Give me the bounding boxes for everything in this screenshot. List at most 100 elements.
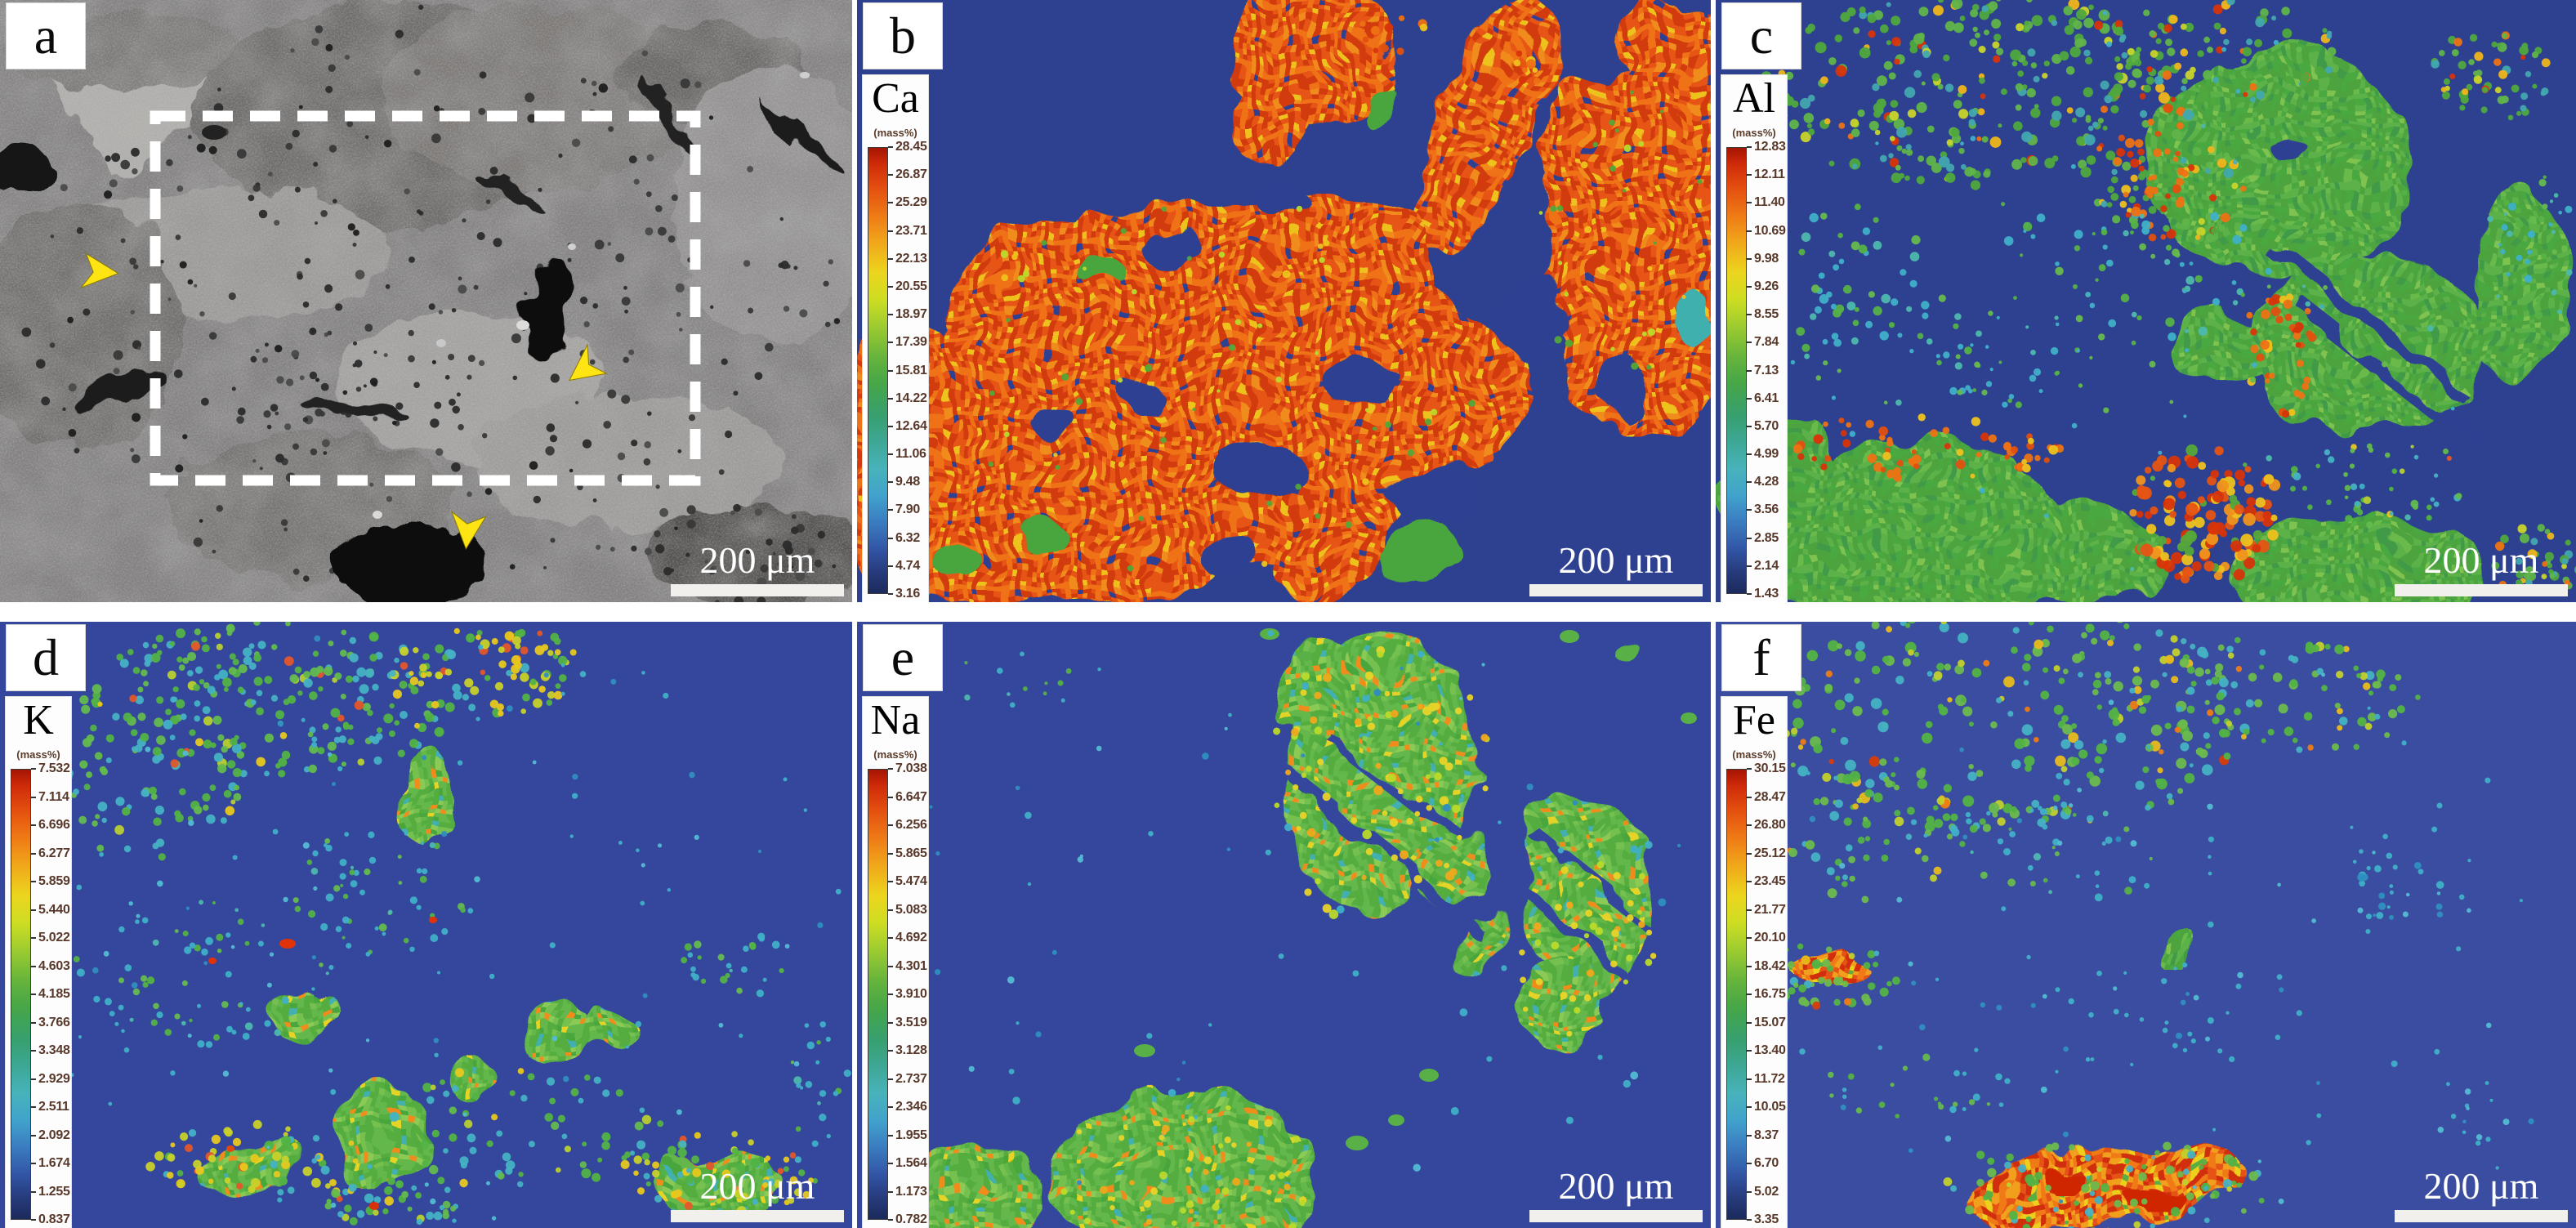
tick-label: 7.90: [895, 502, 920, 517]
scale-bar-label: 200 μm: [1558, 539, 1674, 581]
tick-mark: [1747, 1050, 1752, 1052]
tick-mark: [888, 230, 893, 232]
tick-label: 4.99: [1754, 447, 1779, 462]
tick-mark: [1747, 257, 1752, 260]
tick-label: 7.13: [1754, 363, 1779, 377]
scale-bar: 200 μm: [671, 1168, 844, 1222]
tick-label: 11.40: [1754, 195, 1785, 210]
yellow-arrow-marker: [79, 252, 119, 289]
colorbar-tick: 20.55: [888, 279, 928, 294]
tick-mark: [888, 537, 893, 539]
colorbar-ticks: 7.532 7.114 6.696 6.277 5.859 5.440: [31, 761, 71, 1227]
colorbar-tick: 7.84: [1747, 335, 1787, 350]
tick-label: 3.35: [1754, 1212, 1779, 1226]
colorbar-tick: 10.05: [1747, 1100, 1787, 1114]
colorbar-tick: 1.955: [888, 1128, 928, 1143]
tick-label: 2.511: [38, 1100, 69, 1114]
tick-mark: [1747, 1163, 1752, 1164]
tick-label: 25.12: [1754, 846, 1786, 860]
tick-mark: [1747, 285, 1752, 288]
tick-label: 23.71: [895, 223, 927, 238]
panel-b: b Ca (mass%) 28.45 26.87 25.29 23.71: [857, 0, 1711, 602]
tick-label: 30.15: [1754, 761, 1786, 775]
tick-mark: [888, 937, 893, 939]
tick-mark: [888, 146, 893, 148]
colorbar-tick: 4.185: [31, 987, 71, 1002]
tick-label: 6.41: [1754, 391, 1779, 405]
tick-mark: [888, 1163, 893, 1164]
colorbar-tick: 5.70: [1747, 419, 1787, 434]
tick-label: 0.837: [38, 1212, 70, 1226]
tick-mark: [888, 796, 893, 798]
colorbar-tick: 28.45: [888, 140, 928, 154]
tick-label: 5.474: [895, 874, 927, 888]
colorbar-tick: 30.15: [1747, 761, 1787, 776]
tick-mark: [888, 768, 893, 770]
tick-label: 17.39: [895, 335, 927, 350]
tick-mark: [888, 881, 893, 882]
tick-mark: [1747, 425, 1752, 427]
tick-mark: [888, 1021, 893, 1024]
tick-mark: [888, 852, 893, 855]
scale-bar-line: [671, 584, 844, 596]
colorbar-tick: 3.128: [888, 1043, 928, 1058]
panel-d: d K (mass%) 7.532 7.114 6.696 6.277: [0, 622, 852, 1228]
colorbar-tick: 5.02: [1747, 1185, 1787, 1199]
colorbar-tick: 5.474: [888, 874, 928, 889]
colorbar-tick: 28.47: [1747, 790, 1787, 805]
scale-bar: 200 μm: [2395, 542, 2568, 596]
tick-mark: [31, 1106, 36, 1108]
tick-mark: [888, 174, 893, 176]
tick-label: 0.782: [895, 1212, 927, 1226]
tick-mark: [888, 342, 893, 344]
tick-label: 5.859: [38, 874, 70, 888]
tick-mark: [1747, 565, 1752, 567]
tick-label: 8.55: [1754, 307, 1779, 322]
tick-label: 3.56: [1754, 502, 1779, 517]
tick-mark: [888, 565, 893, 567]
colorbar-tick: 15.81: [888, 364, 928, 378]
tick-mark: [31, 881, 36, 882]
scale-bar-label: 200 μm: [699, 539, 815, 581]
colorbar-tick: 2.737: [888, 1072, 928, 1087]
colorbar-tick: 4.28: [1747, 475, 1787, 489]
tick-mark: [1747, 593, 1752, 595]
colorbar-tick: 3.56: [1747, 502, 1787, 517]
k-elemental-map: [0, 622, 852, 1228]
colorbar-tick: 7.038: [888, 761, 928, 776]
colorbar-tick: 8.37: [1747, 1128, 1787, 1143]
panel-letter-box: b: [864, 3, 942, 69]
colorbar-tick: 6.32: [888, 531, 928, 546]
tick-mark: [1747, 146, 1752, 148]
colorbar-tick: 25.12: [1747, 846, 1787, 861]
na-elemental-map: [857, 622, 1711, 1228]
colorbar-tick: 6.70: [1747, 1156, 1787, 1171]
tick-mark: [888, 909, 893, 911]
colorbar-tick: 26.80: [1747, 818, 1787, 833]
tick-label: 3.910: [895, 987, 927, 1001]
tick-label: 9.48: [895, 475, 920, 489]
tick-mark: [1747, 453, 1752, 456]
tick-label: 2.737: [895, 1071, 927, 1086]
colorbar-tick: 11.40: [1747, 195, 1787, 210]
tick-label: 6.70: [1754, 1156, 1779, 1170]
tick-label: 8.37: [1754, 1128, 1779, 1142]
colorbar-tick: 16.75: [1747, 987, 1787, 1002]
colorbar-tick: 4.301: [888, 959, 928, 974]
colorbar-tick: 6.647: [888, 790, 928, 805]
tick-label: 12.64: [895, 418, 927, 433]
tick-mark: [1747, 1106, 1752, 1108]
colorbar-gradient: [1726, 147, 1747, 594]
tick-label: 3.519: [895, 1015, 927, 1029]
tick-mark: [1747, 768, 1752, 770]
tick-mark: [888, 314, 893, 316]
tick-mark: [1747, 342, 1752, 344]
colorbar-tick: 14.22: [888, 391, 928, 406]
colorbar-tick: 21.77: [1747, 903, 1787, 918]
panel-letter: b: [890, 7, 916, 65]
colorbar-tick: 2.346: [888, 1100, 928, 1114]
tick-label: 5.022: [38, 931, 70, 944]
tick-mark: [888, 202, 893, 204]
colorbar-tick: 3.16: [888, 587, 928, 601]
colorbar-tick: 18.97: [888, 307, 928, 322]
